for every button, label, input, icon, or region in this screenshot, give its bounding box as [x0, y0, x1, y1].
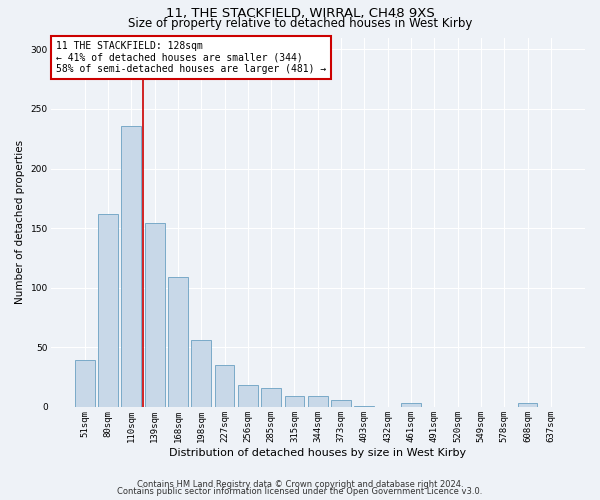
Bar [308, 396, 328, 407]
Bar [75, 360, 95, 407]
Text: 11 THE STACKFIELD: 128sqm
← 41% of detached houses are smaller (344)
58% of semi: 11 THE STACKFIELD: 128sqm ← 41% of detac… [56, 41, 326, 74]
Bar [238, 386, 258, 407]
Bar [98, 214, 118, 407]
Bar [331, 400, 351, 407]
Text: 11, THE STACKFIELD, WIRRAL, CH48 9XS: 11, THE STACKFIELD, WIRRAL, CH48 9XS [166, 8, 434, 20]
Bar [261, 388, 281, 407]
Bar [191, 340, 211, 407]
X-axis label: Distribution of detached houses by size in West Kirby: Distribution of detached houses by size … [169, 448, 466, 458]
Text: Contains HM Land Registry data © Crown copyright and database right 2024.: Contains HM Land Registry data © Crown c… [137, 480, 463, 489]
Bar [145, 224, 164, 407]
Bar [215, 365, 235, 407]
Text: Size of property relative to detached houses in West Kirby: Size of property relative to detached ho… [128, 18, 472, 30]
Bar [355, 406, 374, 407]
Bar [121, 126, 141, 407]
Bar [401, 404, 421, 407]
Bar [168, 277, 188, 407]
Bar [518, 404, 538, 407]
Bar [284, 396, 304, 407]
Y-axis label: Number of detached properties: Number of detached properties [15, 140, 25, 304]
Text: Contains public sector information licensed under the Open Government Licence v3: Contains public sector information licen… [118, 487, 482, 496]
